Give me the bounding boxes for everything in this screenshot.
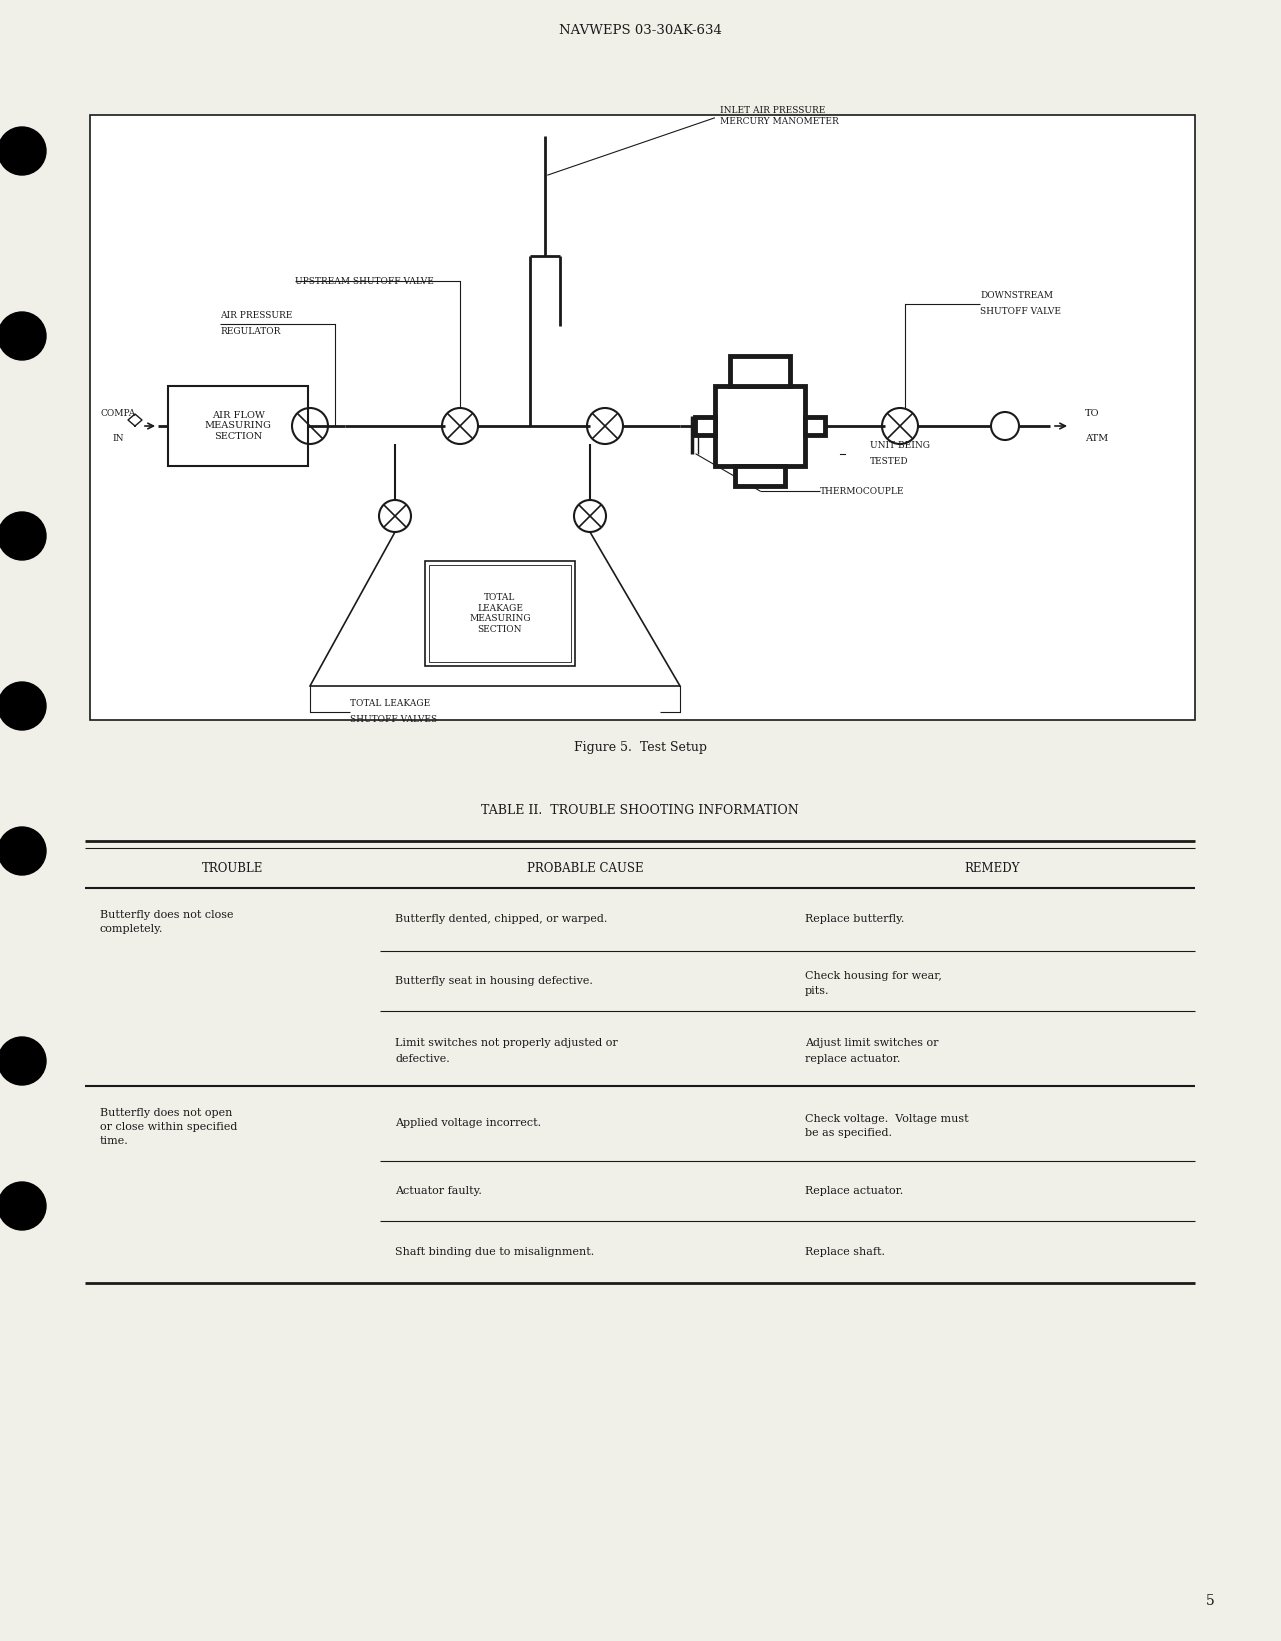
Text: Butterfly seat in housing defective.: Butterfly seat in housing defective. [395, 976, 593, 986]
Text: or close within specified: or close within specified [100, 1122, 237, 1132]
Circle shape [0, 126, 46, 176]
Text: Limit switches not properly adjusted or: Limit switches not properly adjusted or [395, 1039, 617, 1049]
Text: TROUBLE: TROUBLE [202, 862, 263, 875]
Text: Check housing for wear,: Check housing for wear, [804, 971, 942, 981]
Text: Replace butterfly.: Replace butterfly. [804, 914, 904, 924]
Text: IN: IN [113, 433, 124, 443]
Text: Butterfly does not open: Butterfly does not open [100, 1109, 232, 1119]
Bar [429, 565, 571, 661]
Text: replace actuator.: replace actuator. [804, 1054, 901, 1063]
Text: Replace shaft.: Replace shaft. [804, 1247, 885, 1257]
Text: UNIT BEING: UNIT BEING [870, 441, 930, 451]
Text: Check voltage.  Voltage must: Check voltage. Voltage must [804, 1114, 968, 1124]
Text: TOTAL LEAKAGE: TOTAL LEAKAGE [350, 699, 430, 709]
Circle shape [0, 1182, 46, 1231]
Bar [804, 417, 825, 435]
Text: INLET AIR PRESSURE
MERCURY MANOMETER: INLET AIR PRESSURE MERCURY MANOMETER [547, 107, 839, 176]
Text: TOTAL
LEAKAGE
MEASURING
SECTION: TOTAL LEAKAGE MEASURING SECTION [469, 594, 530, 633]
Text: TESTED: TESTED [870, 458, 908, 466]
Text: COMPA: COMPA [100, 409, 136, 418]
Text: SHUTOFF VALVE: SHUTOFF VALVE [980, 307, 1061, 317]
Text: Butterfly dented, chipped, or warped.: Butterfly dented, chipped, or warped. [395, 914, 607, 924]
Text: PROBABLE CAUSE: PROBABLE CAUSE [526, 862, 643, 875]
Bar [715, 386, 804, 466]
Text: ATM: ATM [1085, 433, 1108, 443]
Text: completely.: completely. [100, 924, 164, 934]
Text: REGULATOR: REGULATOR [220, 328, 281, 336]
Text: NAVWEPS 03-30AK-634: NAVWEPS 03-30AK-634 [559, 25, 721, 38]
Circle shape [0, 512, 46, 560]
Text: AIR PRESSURE: AIR PRESSURE [220, 312, 292, 320]
Bar [730, 356, 790, 386]
Text: time.: time. [100, 1137, 129, 1147]
Bar [425, 561, 575, 666]
Circle shape [0, 312, 46, 359]
Bar [90, 115, 1195, 720]
Text: pits.: pits. [804, 986, 830, 996]
Bar [168, 386, 307, 466]
Text: be as specified.: be as specified. [804, 1129, 892, 1139]
Text: Shaft binding due to misalignment.: Shaft binding due to misalignment. [395, 1247, 594, 1257]
Circle shape [0, 827, 46, 875]
Text: REMEDY: REMEDY [965, 862, 1020, 875]
Text: SHUTOFF VALVES: SHUTOFF VALVES [350, 715, 437, 724]
Text: 5: 5 [1205, 1593, 1214, 1608]
Text: UPSTREAM SHUTOFF VALVE: UPSTREAM SHUTOFF VALVE [295, 276, 434, 286]
Text: Actuator faulty.: Actuator faulty. [395, 1186, 482, 1196]
Text: THERMOCOUPLE: THERMOCOUPLE [820, 486, 904, 496]
Text: Applied voltage incorrect.: Applied voltage incorrect. [395, 1119, 541, 1129]
Circle shape [0, 683, 46, 730]
Text: TO: TO [1085, 409, 1099, 418]
Text: DOWNSTREAM: DOWNSTREAM [980, 292, 1053, 300]
Text: TABLE II.  TROUBLE SHOOTING INFORMATION: TABLE II. TROUBLE SHOOTING INFORMATION [482, 804, 799, 817]
Bar [696, 417, 715, 435]
Circle shape [0, 1037, 46, 1085]
Bar [735, 466, 785, 486]
Text: Butterfly does not close: Butterfly does not close [100, 909, 233, 919]
Text: Figure 5.  Test Setup: Figure 5. Test Setup [574, 742, 707, 755]
Text: AIR FLOW
MEASURING
SECTION: AIR FLOW MEASURING SECTION [205, 412, 272, 441]
Text: Replace actuator.: Replace actuator. [804, 1186, 903, 1196]
Text: Adjust limit switches or: Adjust limit switches or [804, 1039, 939, 1049]
Text: defective.: defective. [395, 1054, 450, 1063]
